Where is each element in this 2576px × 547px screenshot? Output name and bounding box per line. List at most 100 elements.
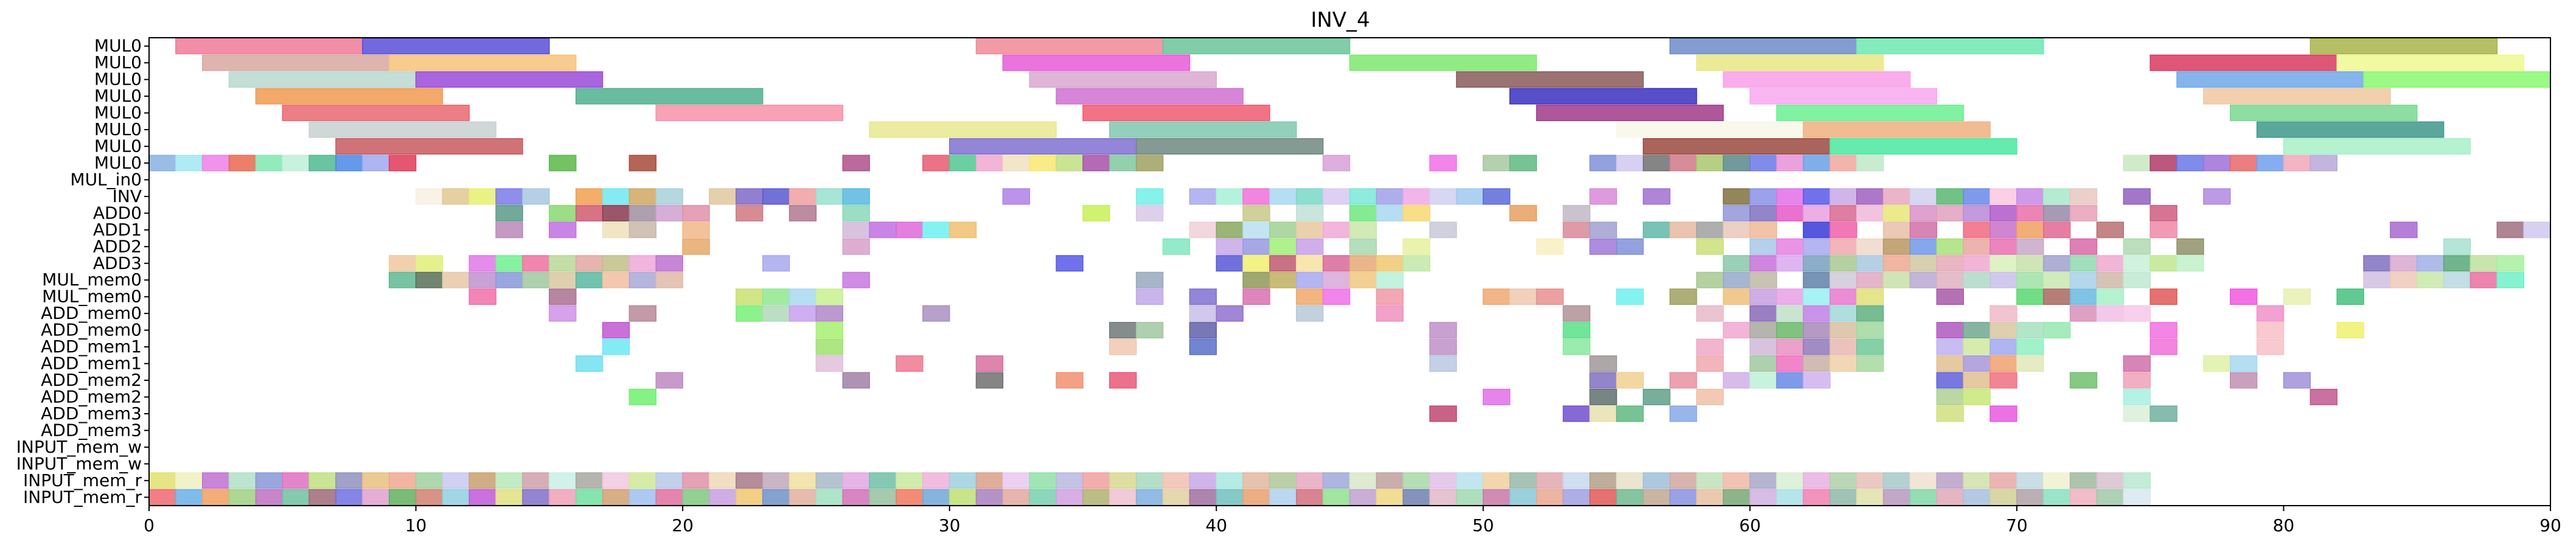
gantt-bar [1269, 255, 1297, 272]
gantt-bar [1696, 54, 1884, 71]
gantt-bar [1589, 238, 1617, 255]
gantt-bar [1829, 204, 1857, 221]
gantt-bar [1669, 405, 1697, 422]
gantt-bar [1963, 255, 1991, 272]
gantt-bar [549, 489, 577, 506]
gantt-bar [201, 54, 390, 71]
gantt-bar [788, 472, 817, 489]
gantt-bar [1509, 472, 1537, 489]
gantt-bar [1242, 204, 1270, 221]
gantt-bar [1669, 489, 1697, 506]
gantt-bar [388, 155, 417, 172]
gantt-bar [1669, 155, 1697, 172]
gantt-bar [549, 305, 577, 322]
y-tick-label: INV [113, 186, 142, 206]
gantt-bar [1429, 472, 1457, 489]
gantt-bar [1936, 355, 1964, 372]
gantt-bar [2310, 389, 2338, 405]
gantt-bar [682, 238, 710, 255]
x-tick-label: 90 [2539, 515, 2561, 535]
gantt-bar [1536, 489, 1564, 506]
gantt-bar [1509, 88, 1697, 105]
gantt-bar [1056, 88, 1244, 105]
gantt-bar [549, 271, 577, 288]
gantt-bar [1749, 271, 1777, 288]
gantt-bar [788, 288, 817, 305]
gantt-bar [1749, 204, 1777, 221]
gantt-bar [1936, 288, 1964, 305]
gantt-bar [1589, 389, 1617, 405]
gantt-bar [815, 338, 843, 355]
gantt-bar [1135, 271, 1164, 288]
gantt-bar [1696, 155, 1724, 172]
gantt-bar [2123, 155, 2151, 172]
gantt-bar [1803, 155, 1831, 172]
gantt-bar [335, 472, 363, 489]
gantt-bar [1536, 472, 1564, 489]
gantt-bar [2283, 138, 2471, 155]
gantt-bar [2096, 221, 2125, 239]
gantt-bar [1616, 472, 1644, 489]
gantt-bar [1322, 221, 1351, 239]
gantt-bar [655, 372, 683, 389]
gantt-bar [2283, 372, 2311, 389]
gantt-bar [1963, 355, 1991, 372]
gantt-bar [308, 472, 336, 489]
gantt-bar [522, 188, 550, 205]
gantt-bar [2042, 472, 2071, 489]
gantt-bar [1216, 238, 1244, 255]
gantt-bar [1562, 305, 1590, 322]
y-tick-label: MUL_mem0 [42, 287, 142, 307]
gantt-bar [842, 155, 870, 172]
gantt-bar [1242, 271, 1270, 288]
gantt-bar [1776, 355, 1804, 372]
gantt-bar [1722, 489, 1751, 506]
gantt-bar [1749, 372, 1777, 389]
y-tick-label: ADD_mem3 [41, 403, 142, 423]
gantt-bar [2363, 271, 2391, 288]
gantt-bar [1056, 155, 1084, 172]
gantt-bar [1696, 238, 1724, 255]
gantt-bar [2123, 238, 2151, 255]
gantt-bar [1322, 472, 1351, 489]
gantt-bar [1296, 238, 1324, 255]
gantt-bar [468, 271, 496, 288]
x-tick-label: 0 [144, 515, 155, 535]
y-tick-label: MUL0 [94, 69, 142, 89]
gantt-bar [2496, 271, 2524, 288]
gantt-bar [1669, 472, 1697, 489]
gantt-bar [1669, 221, 1697, 239]
gantt-bar [788, 489, 817, 506]
gantt-bar [522, 255, 550, 272]
gantt-bar [1722, 255, 1751, 272]
gantt-bar [1216, 472, 1244, 489]
gantt-bar [2042, 255, 2071, 272]
gantt-bar [2283, 288, 2311, 305]
gantt-bar [682, 204, 710, 221]
gantt-bar [1135, 489, 1164, 506]
gantt-bar [1056, 255, 1084, 272]
gantt-bar [1803, 288, 1831, 305]
gantt-bar [602, 221, 630, 239]
gantt-bar [628, 472, 657, 489]
gantt-bar [682, 472, 710, 489]
gantt-bar [655, 271, 683, 288]
gantt-bar [2016, 472, 2044, 489]
gantt-bar [1989, 338, 2017, 355]
gantt-bar [442, 489, 470, 506]
gantt-bar [2096, 305, 2125, 322]
gantt-bar [2470, 271, 2498, 288]
gantt-bar [1803, 255, 1831, 272]
gantt-bar [1963, 188, 1991, 205]
gantt-bar [1909, 271, 1938, 288]
gantt-bar [975, 372, 1004, 389]
gantt-bar [2016, 255, 2044, 272]
gantt-bar [1963, 489, 1991, 506]
gantt-bar [869, 472, 897, 489]
gantt-bar [1429, 155, 1457, 172]
gantt-bar [1056, 372, 1084, 389]
gantt-bar [1722, 188, 1751, 205]
gantt-bar [2390, 255, 2418, 272]
gantt-bar [1536, 288, 1564, 305]
gantt-bar [628, 489, 657, 506]
